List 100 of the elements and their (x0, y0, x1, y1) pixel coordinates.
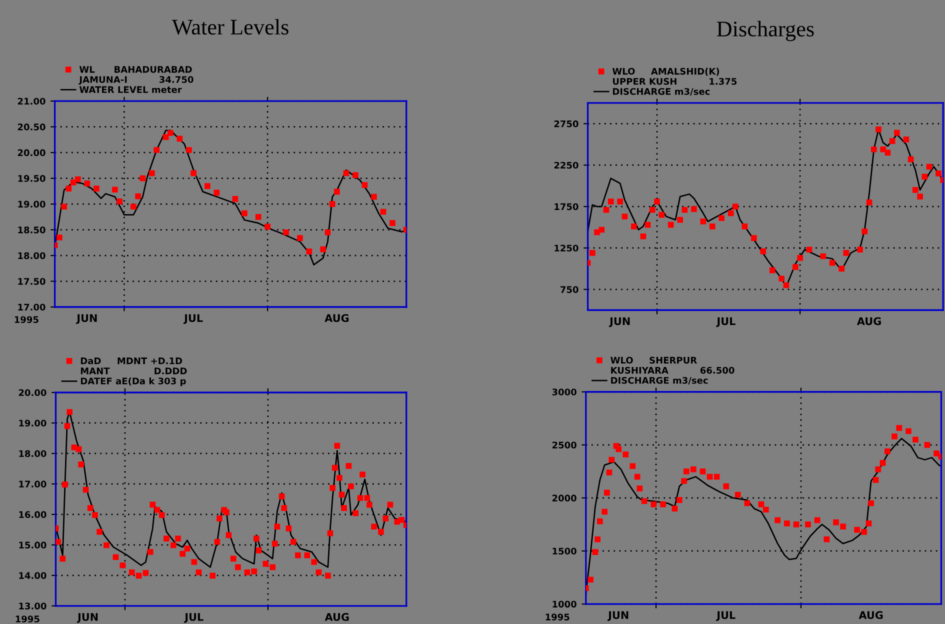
point (934, 450, 940, 456)
point (922, 174, 928, 180)
text: JAMUNA-I 34.750 (78, 76, 194, 85)
point (896, 425, 902, 431)
point (176, 136, 183, 142)
text: KUSHIYARA 66.500 (611, 366, 734, 374)
text: 1995 (14, 316, 38, 324)
point (880, 460, 886, 466)
y-tick-label: 17.00 (19, 480, 46, 488)
point (604, 490, 610, 496)
point (750, 235, 757, 241)
point (154, 147, 160, 153)
point (714, 474, 720, 480)
y-tick-label: 19.00 (18, 200, 46, 208)
point (390, 220, 396, 226)
point (840, 524, 846, 530)
point (232, 196, 238, 202)
y-tick-label: 21.00 (18, 98, 46, 105)
text: 1995 (546, 614, 570, 620)
point (700, 218, 706, 224)
point (598, 226, 605, 233)
point (824, 536, 830, 542)
point (758, 501, 764, 508)
y-tick-label: 2500 (552, 442, 576, 448)
point (588, 576, 594, 583)
point (861, 528, 867, 535)
point (917, 194, 923, 200)
point (630, 463, 636, 470)
point (814, 517, 820, 524)
point (872, 477, 879, 483)
y-tick-label: 16.00 (19, 511, 46, 518)
point (75, 176, 81, 182)
point (592, 549, 598, 555)
point (594, 536, 601, 542)
legend-label: DATEF aE(Da k 303 p (80, 377, 186, 386)
point (854, 526, 860, 533)
point (783, 282, 790, 288)
point (617, 198, 624, 204)
point (784, 520, 790, 526)
point (734, 492, 741, 498)
point (912, 436, 918, 443)
point (912, 187, 918, 193)
point (728, 210, 734, 216)
point (681, 478, 687, 484)
legend-label: DaD MDNT +D.1D (80, 358, 182, 364)
point (691, 206, 697, 212)
y-tick-label: 18.50 (18, 226, 46, 234)
legend-label: WLO SHERPUR (610, 356, 697, 364)
x-tick-label: JUN (76, 314, 97, 324)
point (602, 508, 608, 515)
x-tick-label: JUL (184, 613, 204, 623)
point (324, 229, 331, 236)
point (884, 448, 890, 454)
point (926, 164, 932, 170)
y-tick-label: 18.00 (19, 450, 46, 458)
point (622, 452, 629, 458)
x-tick-label: JUL (716, 611, 736, 621)
point (329, 201, 336, 207)
point (774, 517, 781, 524)
point (762, 506, 769, 513)
point (589, 250, 596, 256)
point (820, 253, 826, 260)
point (242, 210, 248, 216)
point (362, 182, 368, 188)
point (660, 501, 666, 508)
y-tick-label: 19.00 (19, 420, 46, 427)
point (682, 206, 688, 213)
x-tick-label: AUG (858, 611, 883, 620)
point (868, 500, 874, 506)
point (866, 520, 872, 526)
point (884, 150, 891, 156)
point (162, 134, 169, 140)
y-tick-label: 2000 (552, 494, 576, 502)
x-tick-label: AUG (324, 314, 349, 322)
y-tick-label: 3000 (552, 388, 576, 396)
x-tick-label: JUN (608, 611, 628, 621)
point (654, 198, 660, 204)
point (880, 146, 886, 152)
point (343, 170, 350, 176)
y-tick-label: 17.50 (18, 278, 46, 285)
point (190, 170, 196, 176)
point (744, 500, 750, 506)
point (658, 212, 665, 218)
legend-label: DISCHARGE m3/sec (611, 376, 708, 385)
point (903, 136, 910, 142)
point (255, 214, 262, 220)
x-tick-label: JUL (184, 314, 203, 324)
y-tick-label: 17.00 (18, 304, 46, 311)
point (334, 188, 340, 195)
point (760, 248, 766, 254)
text: MANT D.DDD (80, 368, 187, 374)
point (130, 204, 136, 210)
point (793, 522, 800, 528)
point (631, 224, 637, 230)
point (644, 222, 651, 228)
point (742, 224, 748, 230)
point (857, 246, 863, 253)
point (649, 206, 656, 213)
point (700, 468, 706, 474)
text: UPPER KUSH 1.375 (612, 78, 737, 85)
